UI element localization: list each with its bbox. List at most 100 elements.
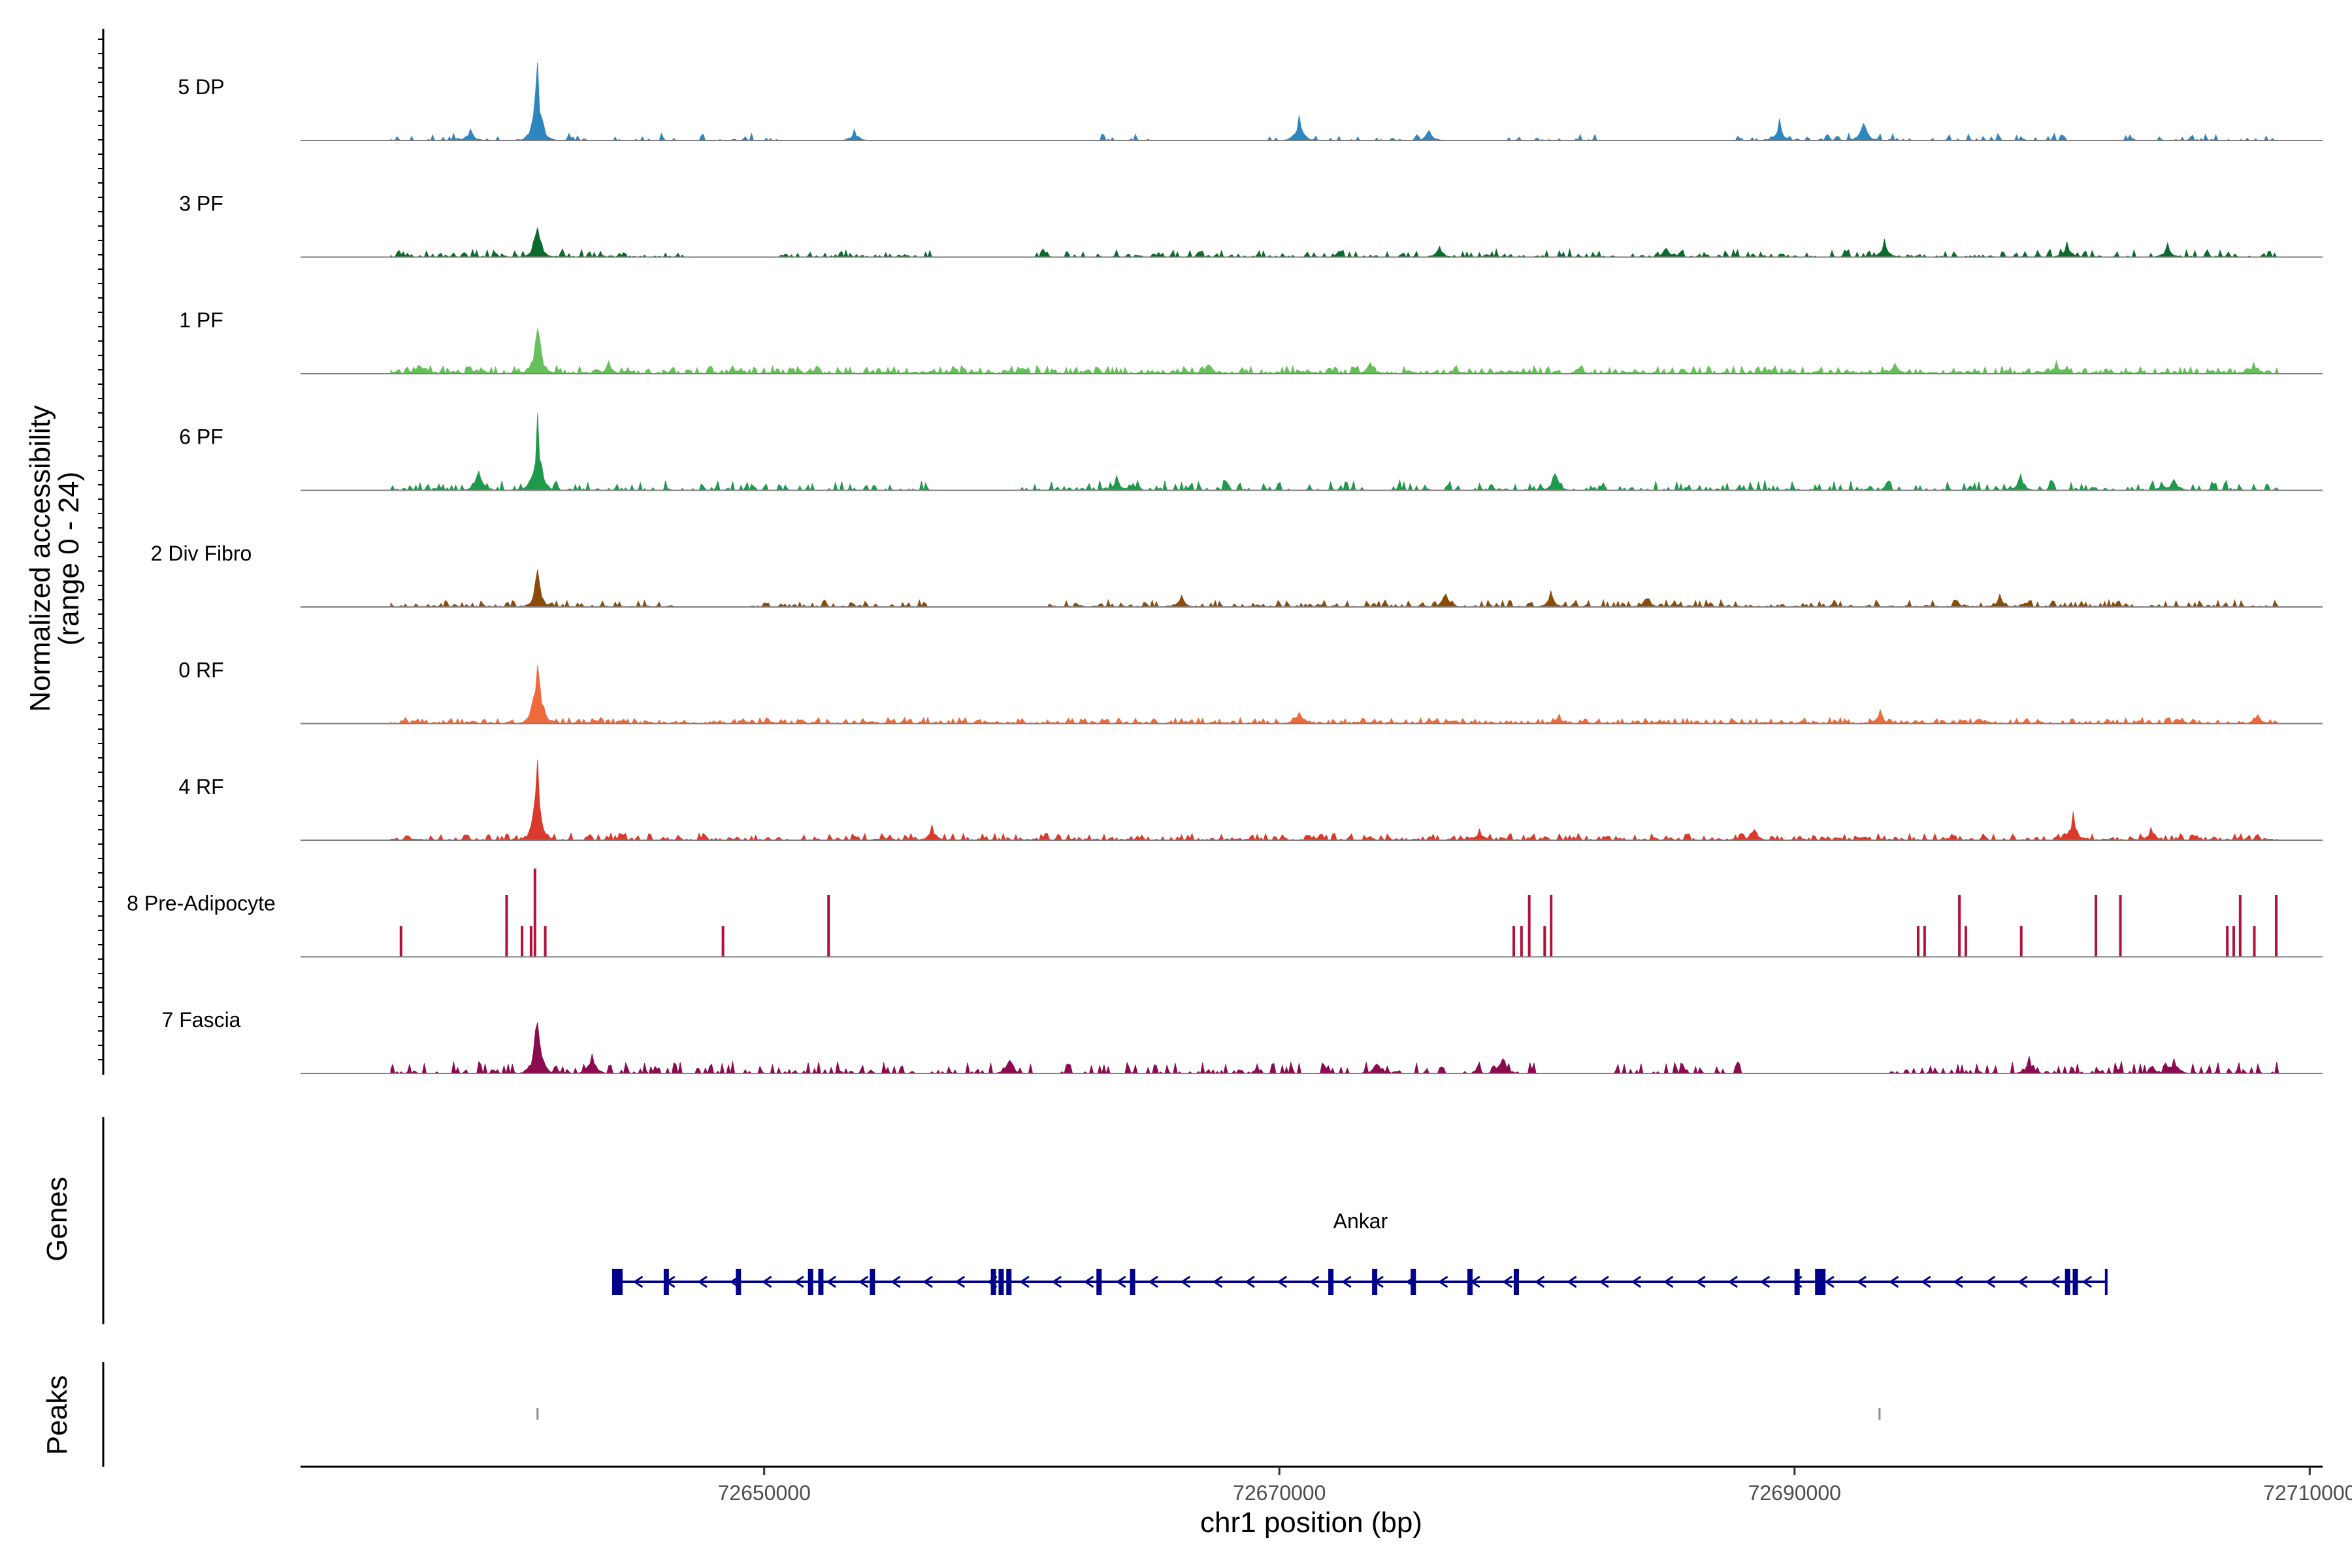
exon — [1006, 1269, 1012, 1295]
peak-track — [536, 1408, 1881, 1420]
y-axis-title: Normalized accessibility — [24, 405, 56, 711]
exon — [2072, 1269, 2078, 1295]
strand-arrow — [2050, 1275, 2060, 1288]
track-4-rf: 4 RF — [178, 759, 2323, 841]
strand-arrow — [1856, 1275, 1867, 1288]
x-tick-label: 72710000 — [2263, 1481, 2352, 1505]
accessibility-spike — [1520, 926, 1523, 957]
strand-arrow — [1437, 1275, 1448, 1288]
accessibility-spike — [2095, 895, 2098, 957]
strand-arrow — [1180, 1275, 1191, 1288]
exon — [818, 1269, 824, 1295]
strand-arrow — [1599, 1275, 1609, 1288]
track-2-div-fibro: 2 Div Fibro — [151, 542, 2323, 608]
strand-arrow — [1953, 1275, 1963, 1288]
exon — [1328, 1269, 1334, 1295]
x-axis: 72650000 72670000 72690000 72710000 — [301, 1465, 2352, 1505]
exon — [1815, 1269, 1826, 1295]
strand-arrow — [632, 1275, 644, 1288]
strand-arrow — [1985, 1275, 1996, 1288]
accessibility-signal — [390, 413, 2279, 492]
accessibility-spike — [2238, 895, 2242, 957]
track-6-pf: 6 PF — [179, 413, 2323, 492]
accessibility-signal — [390, 759, 2279, 841]
strand-arrow — [2017, 1275, 2028, 1288]
strand-arrow — [794, 1275, 804, 1288]
track-0-rf: 0 RF — [178, 659, 2323, 725]
strand-arrow — [1727, 1275, 1738, 1288]
accessibility-spike — [2119, 895, 2122, 957]
accessibility-spike — [533, 868, 536, 957]
accessibility-spike — [399, 926, 402, 957]
strand-arrow — [1019, 1275, 1030, 1288]
accessibility-spike — [1527, 895, 1531, 957]
accessibility-spike — [1964, 926, 1967, 957]
accessibility-spike — [2226, 926, 2229, 957]
exon — [870, 1269, 875, 1295]
strand-arrow — [858, 1275, 869, 1288]
gene-name-label: Ankar — [1333, 1209, 1388, 1233]
accessibility-signal — [390, 227, 2279, 258]
track-label: 7 Fascia — [162, 1008, 241, 1032]
accessibility-spike — [529, 926, 532, 957]
track-label: 0 RF — [178, 659, 223, 682]
exon — [808, 1269, 813, 1295]
strand-arrow — [1309, 1275, 1320, 1288]
track-3-pf: 3 PF — [179, 192, 2323, 258]
strand-arrow — [1212, 1275, 1223, 1288]
track-5-dp: 5 DP — [178, 62, 2323, 142]
accessibility-signal — [390, 1022, 2279, 1075]
track-1-pf: 1 PF — [179, 308, 2323, 375]
accessibility-signal — [390, 664, 2280, 725]
track-label: 3 PF — [179, 192, 223, 216]
y-axis-coverage — [98, 29, 105, 1075]
accessibility-spike — [1543, 926, 1546, 957]
exon — [1372, 1269, 1378, 1295]
accessibility-spike — [2019, 926, 2023, 957]
genes-axis-title: Genes — [41, 1177, 73, 1262]
accessibility-spike — [505, 895, 508, 957]
accessibility-spike — [1550, 895, 1553, 957]
accessibility-spike — [1958, 895, 1961, 957]
exon — [663, 1269, 669, 1295]
strand-arrow — [890, 1275, 901, 1288]
strand-arrow — [1921, 1275, 1931, 1288]
strand-arrow — [826, 1275, 837, 1288]
accessibility-spike — [2253, 926, 2256, 957]
accessibility-spike — [2275, 895, 2278, 957]
track-8-pre-adipocyte: 8 Pre-Adipocyte — [127, 868, 2323, 958]
y-axis-subtitle: (range 0 - 24) — [53, 472, 85, 646]
strand-arrow — [1631, 1275, 1642, 1288]
exon — [1411, 1269, 1416, 1295]
peaks-axis-title: Peaks — [41, 1375, 73, 1455]
strand-arrow — [1341, 1275, 1352, 1288]
strand-arrow — [697, 1275, 708, 1288]
strand-arrow — [1051, 1275, 1062, 1288]
strand-arrow — [1083, 1275, 1094, 1288]
accessibility-spike — [1923, 926, 1926, 957]
x-axis-title: chr1 position (bp) — [1200, 1507, 1422, 1539]
gene-track: Ankar — [612, 1209, 2108, 1295]
exon — [1130, 1269, 1135, 1295]
exon — [2065, 1269, 2070, 1295]
strand-arrow — [955, 1275, 966, 1288]
track-label: 6 PF — [179, 425, 223, 449]
exon — [998, 1269, 1004, 1295]
coverage-tracks: 5 DP 3 PF 1 PF 6 PF 2 Div Fibro 0 RF 4 RF 8 Pre… — [127, 62, 2323, 1075]
strand-arrow — [1534, 1275, 1545, 1288]
x-tick-label: 72670000 — [1233, 1481, 1326, 1505]
accessibility-spike — [1512, 926, 1515, 957]
track-label: 1 PF — [179, 308, 223, 332]
strand-arrow — [1116, 1275, 1126, 1288]
strand-arrow — [1148, 1275, 1158, 1288]
strand-arrow — [1824, 1275, 1835, 1288]
exon — [990, 1269, 996, 1295]
accessibility-signal — [390, 62, 2279, 142]
strand-arrow — [1277, 1275, 1287, 1288]
track-7-fascia: 7 Fascia — [162, 1008, 2323, 1075]
x-tick-label: 72690000 — [1748, 1481, 1841, 1505]
strand-arrow — [2082, 1275, 2093, 1288]
exon — [1513, 1269, 1519, 1295]
accessibility-spike — [1917, 926, 1919, 957]
